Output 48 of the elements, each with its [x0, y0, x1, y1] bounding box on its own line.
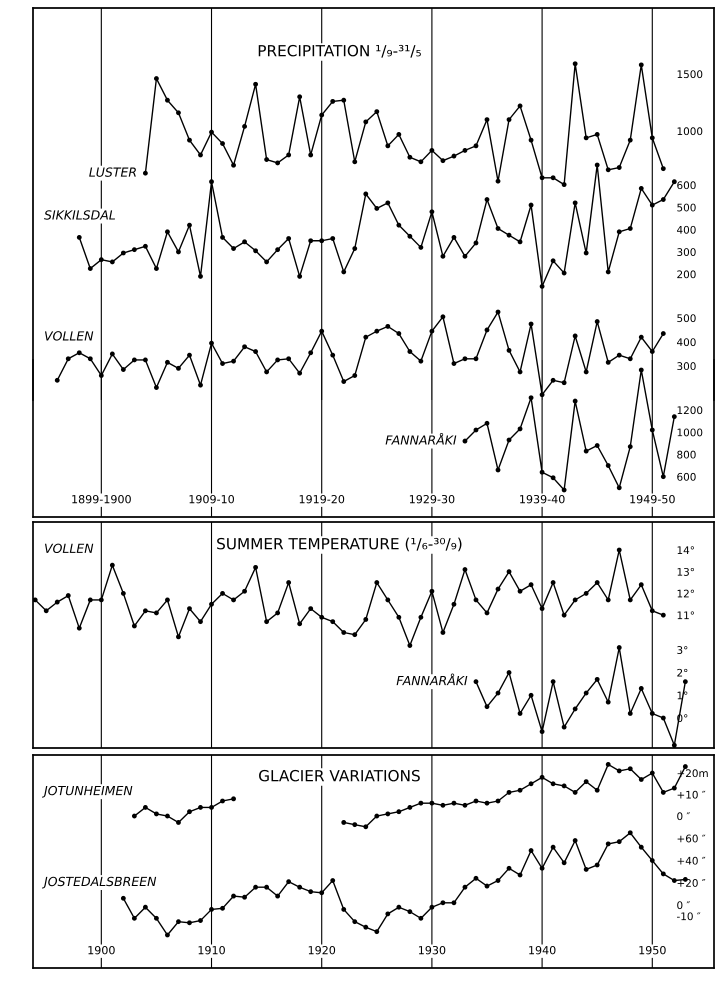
- y2-tick-label: +60 ″: [678, 834, 706, 842]
- y-tick-label: 12°: [678, 590, 694, 598]
- x-tick-label: 1900: [88, 946, 115, 954]
- y2-tick-label: +40 ″: [678, 856, 706, 865]
- x-tick-label: 1909-10: [190, 494, 234, 504]
- y-tick-label: 800: [677, 450, 696, 459]
- y-tick-label: 11°: [678, 611, 694, 620]
- y-tick-label: 1500: [678, 70, 702, 78]
- y2-tick-label: 2°: [677, 668, 688, 677]
- series-label: VOLLEN: [44, 331, 94, 341]
- y2-tick-label: +20 ″: [678, 879, 706, 887]
- y3-tick-label: 400: [677, 338, 696, 346]
- series-label: JOTUNHEIMEN: [42, 786, 132, 798]
- y2-tick-label: 3°: [677, 646, 688, 654]
- y-tick-label: +10 ″: [678, 790, 706, 799]
- x-tick-label: 1939-40: [520, 494, 565, 504]
- y-tick-label: 0 ″: [677, 812, 690, 820]
- y-tick-label: 1000: [678, 127, 702, 136]
- x-tick-label: 1940: [529, 946, 556, 954]
- y2-tick-label: 200: [677, 270, 696, 278]
- x-tick-label: 1929-30: [410, 494, 454, 504]
- x-tick-label: 1950: [639, 946, 666, 954]
- y-tick-label: 1200: [678, 406, 702, 414]
- x-tick-label: 1910: [198, 946, 225, 954]
- y2-tick-label: -10 ″: [677, 912, 700, 920]
- y-tick-label: 600: [677, 472, 696, 481]
- series-label: FANNARÅKI: [386, 432, 456, 445]
- series-label: VOLLEN: [44, 544, 94, 554]
- series-label: LUSTER: [89, 167, 136, 177]
- y-tick-label: 14°: [678, 546, 694, 554]
- y2-tick-label: 500: [677, 204, 696, 212]
- text: PRECIPITATION ¹/₉-³¹/₅: [258, 44, 421, 58]
- y-tick-label: 13°: [678, 568, 694, 576]
- y3-tick-label: 300: [677, 362, 696, 370]
- text: SUMMER TEMPERATURE (¹/₆-³⁰/₉): [217, 538, 462, 552]
- y3-tick-label: 500: [677, 314, 696, 322]
- x-tick-label: 1899-1900: [72, 494, 131, 504]
- x-tick-label: 1919-20: [300, 494, 344, 504]
- y2-tick-label: 300: [677, 248, 696, 256]
- x-tick-label: 1930: [418, 946, 446, 954]
- y-tick-label: 1000: [678, 428, 702, 436]
- series-label: JOSTEDALSBREEN: [42, 876, 156, 889]
- text: GLACIER VARIATIONS: [259, 770, 420, 782]
- series-label: SIKKILSDAL: [44, 210, 116, 220]
- x-tick-label: 1949-50: [630, 494, 675, 504]
- y2-tick-label: 400: [677, 226, 696, 234]
- x-tick-label: 1920: [308, 946, 336, 954]
- series-label: FANNARÅKI: [396, 674, 468, 686]
